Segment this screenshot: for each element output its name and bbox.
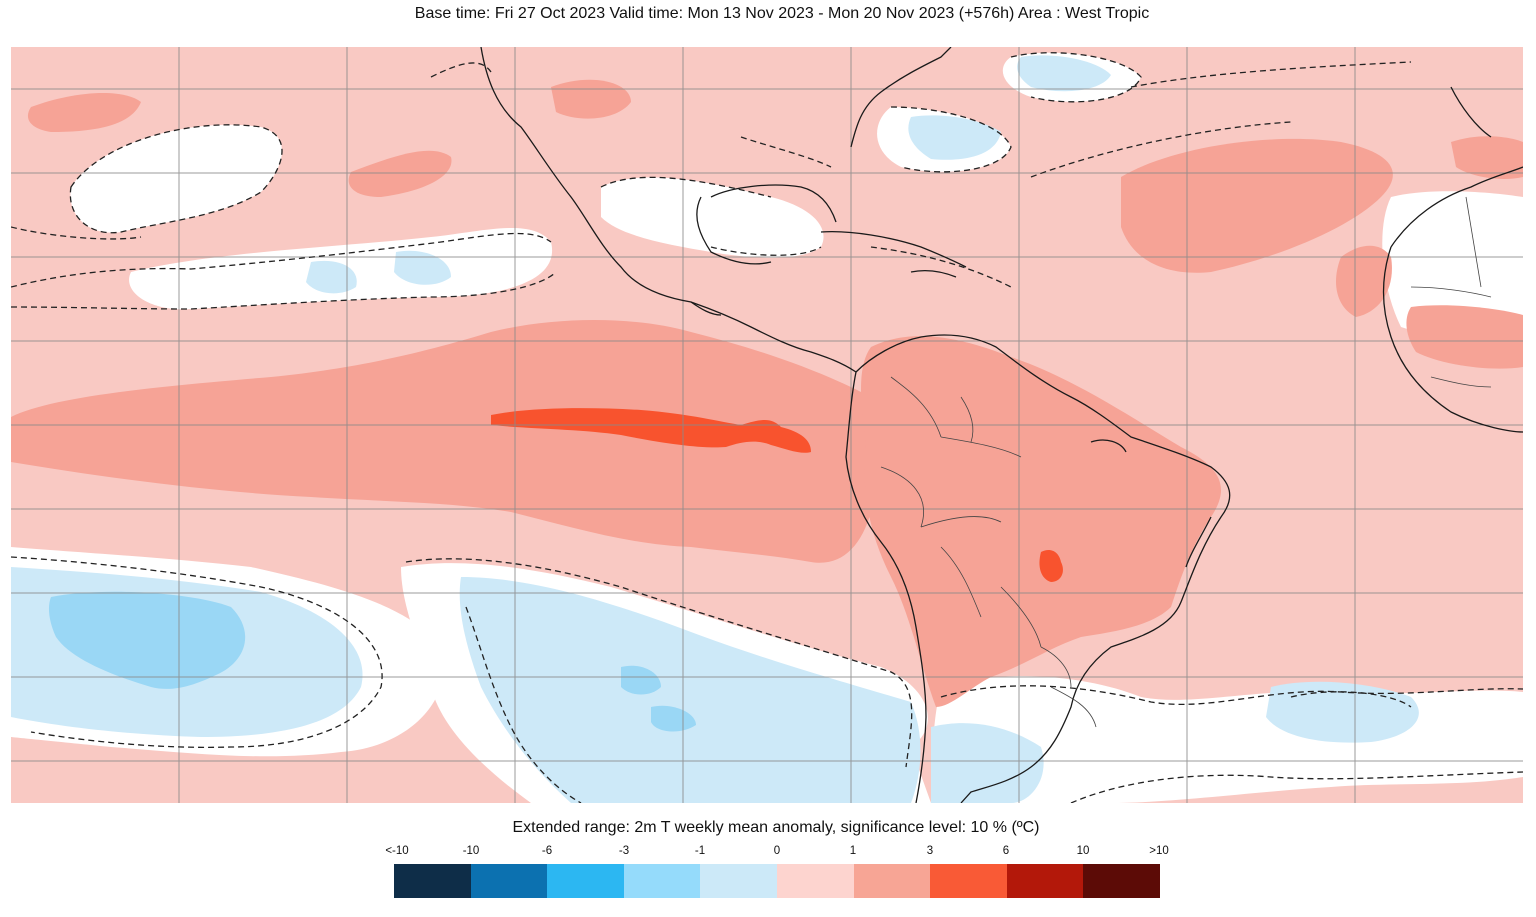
colorbar-swatch	[394, 864, 471, 898]
colorbar-tick-labels: <-10 -10 -6 -3 -1 0 1 3 6 10 >10	[385, 845, 1168, 861]
colorbar-swatch	[547, 864, 624, 898]
coastlines	[480, 47, 1523, 803]
strong-warm-areas	[491, 408, 1063, 582]
colorbar-swatch	[776, 864, 854, 898]
colorbar-swatch	[930, 864, 1007, 898]
colorbar-tick-label: 1	[849, 845, 857, 857]
colorbar-tick-label: -3	[618, 845, 630, 857]
colorbar-swatch	[1083, 864, 1160, 898]
significance-contours	[11, 52, 1523, 803]
colorbar-tick-label: >10	[1149, 845, 1169, 857]
colorbar-tick-label: <-10	[385, 845, 409, 857]
lat-lon-grid	[11, 47, 1523, 803]
colorbar-tick-label: 10	[1076, 845, 1090, 857]
legend-title: Extended range: 2m T weekly mean anomaly…	[512, 819, 1040, 836]
colorbar-tick-label: 3	[926, 845, 934, 857]
colorbar	[394, 864, 1160, 898]
moderate-cool-areas	[48, 591, 696, 732]
colorbar-swatch	[623, 864, 701, 898]
warm-anomaly-areas	[11, 79, 1523, 707]
country-borders	[880, 196, 1492, 728]
colorbar-swatch	[1006, 864, 1084, 898]
colorbar-tick-label: -6	[541, 845, 553, 857]
colorbar-tick-label: 6	[1002, 845, 1010, 857]
colorbar-swatch	[700, 864, 777, 898]
colorbar-tick-label: -1	[694, 845, 706, 857]
anomaly-map[interactable]	[11, 47, 1523, 803]
colorbar-swatch	[853, 864, 931, 898]
colorbar-tick-label: 0	[773, 845, 781, 857]
map-title: Base time: Fri 27 Oct 2023 Valid time: M…	[414, 5, 1150, 22]
colorbar-swatch	[470, 864, 548, 898]
colorbar-tick-label: -10	[462, 845, 480, 857]
